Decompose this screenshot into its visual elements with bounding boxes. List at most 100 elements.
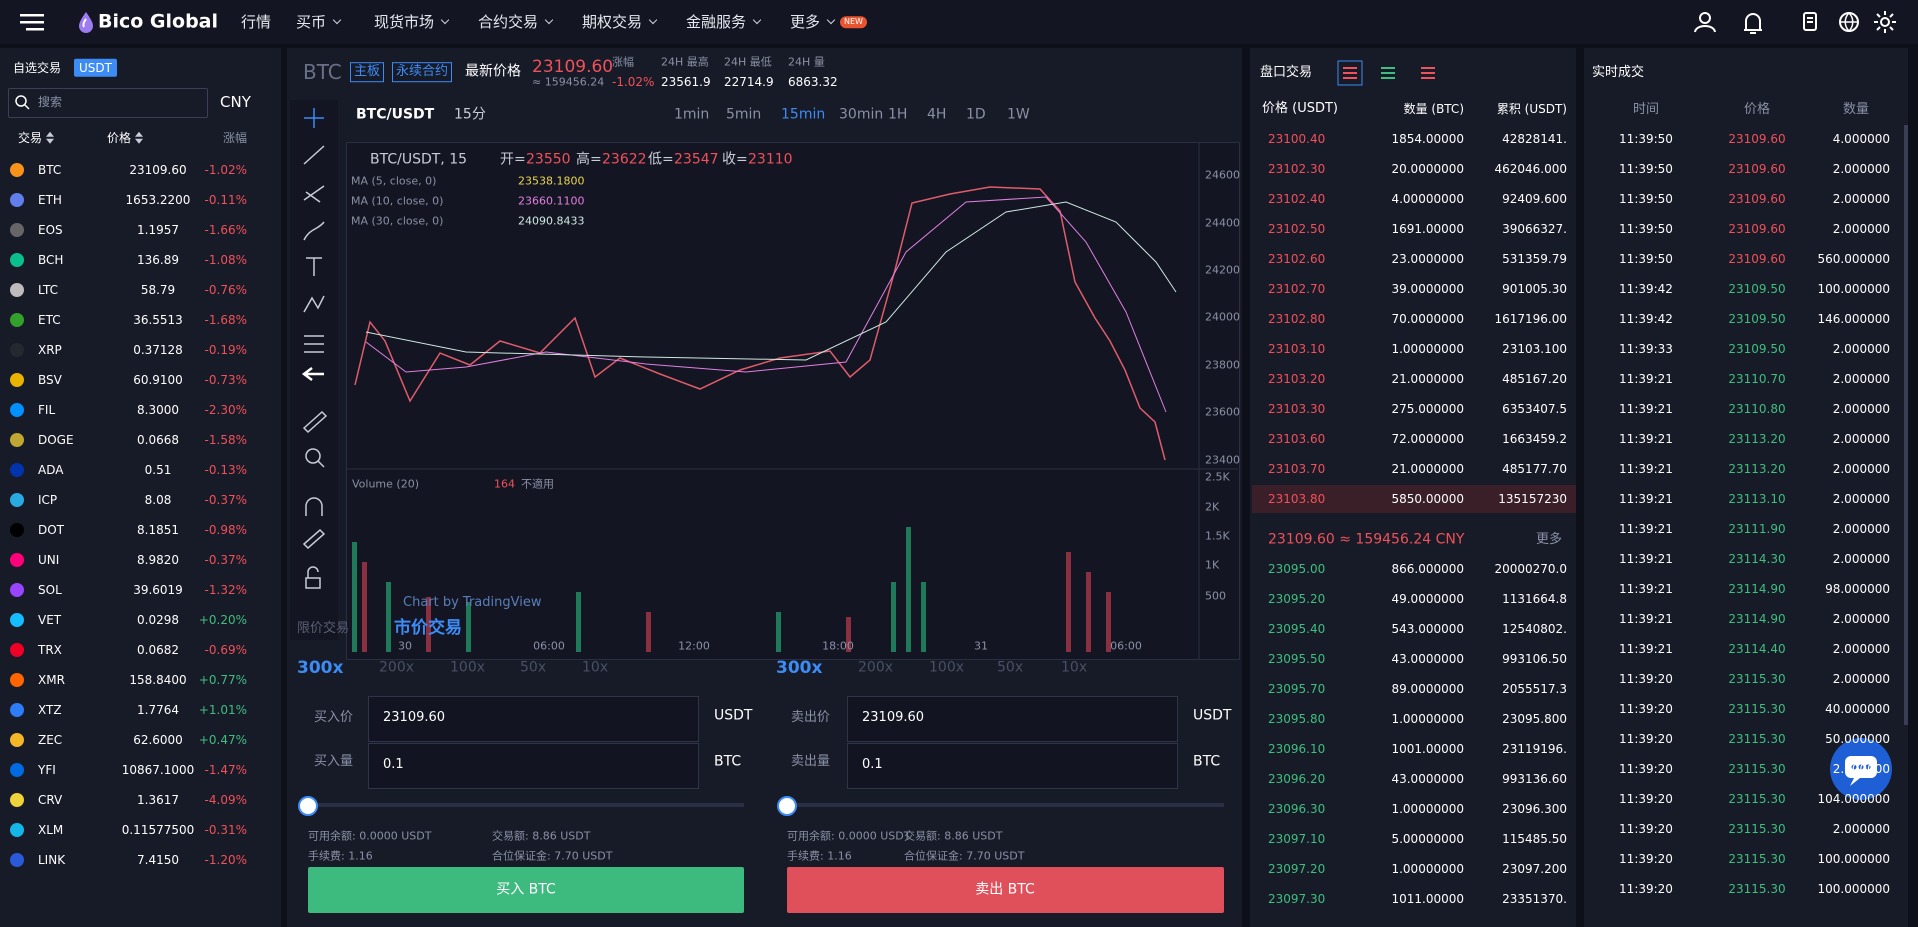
book-price[interactable]: 23103.10 [1268, 341, 1326, 356]
coin-symbol[interactable]: XMR [38, 672, 65, 687]
coin-symbol[interactable]: VET [38, 612, 62, 627]
interval-button[interactable]: 1H [888, 106, 908, 123]
coin-symbol[interactable]: LTC [38, 282, 59, 297]
coin-symbol[interactable]: ETC [38, 312, 61, 327]
book-price[interactable]: 23102.70 [1268, 281, 1326, 296]
book-price[interactable]: 23095.00 [1268, 561, 1326, 576]
coin-symbol[interactable]: LINK [38, 852, 66, 867]
book-price[interactable]: 23103.20 [1268, 371, 1326, 386]
coin-symbol[interactable]: SOL [38, 582, 62, 597]
leverage-option[interactable]: 200x [379, 659, 415, 676]
nav-item[interactable]: 现货市场 [374, 13, 450, 31]
book-price[interactable]: 23103.70 [1268, 461, 1326, 476]
leverage-option[interactable]: 100x [450, 659, 486, 676]
orderbook-more[interactable]: 更多 [1535, 532, 1562, 548]
nav-item[interactable]: 更多 [790, 13, 836, 31]
leverage-option[interactable]: 10x [582, 659, 609, 676]
market-tab[interactable]: 自选交易 [13, 60, 62, 75]
buy-button[interactable] [308, 867, 744, 913]
coin-symbol[interactable]: ICP [38, 492, 58, 507]
nav-item[interactable]: 金融服务 [686, 13, 762, 31]
chart-interval[interactable]: 15分 [454, 106, 486, 123]
book-price[interactable]: 23096.20 [1268, 771, 1326, 786]
buy-slider[interactable] [308, 803, 744, 807]
nav-icons[interactable] [1690, 8, 1910, 36]
book-price[interactable]: 23095.70 [1268, 681, 1326, 696]
book-price[interactable]: 23095.20 [1268, 591, 1326, 606]
trade-tab[interactable]: 限价交易 [297, 621, 350, 637]
leverage-option[interactable]: 50x [997, 659, 1024, 676]
scrollbar[interactable] [1904, 125, 1908, 725]
sell-button[interactable] [787, 867, 1224, 913]
coin-symbol[interactable]: XLM [38, 822, 64, 837]
column-header[interactable]: 价格 [107, 131, 143, 145]
orderbook-view-icons[interactable] [1337, 60, 1449, 86]
interval-button[interactable]: 1min [674, 106, 710, 123]
coin-symbol[interactable]: ZEC [38, 732, 63, 747]
book-price[interactable]: 23095.40 [1268, 621, 1326, 636]
book-price[interactable]: 23100.40 [1268, 131, 1326, 146]
leverage-option[interactable]: 300x [776, 657, 823, 678]
buy-qty-input[interactable] [368, 743, 699, 789]
coin-symbol[interactable]: ETH [38, 192, 62, 207]
book-price[interactable]: 23102.50 [1268, 221, 1326, 236]
market-tab[interactable]: USDT [74, 58, 117, 78]
menu-icon[interactable] [18, 12, 50, 32]
trade-button-label[interactable]: 买入 BTC [496, 881, 556, 898]
nav-item[interactable]: 期权交易 [582, 13, 658, 31]
book-price[interactable]: 23097.30 [1268, 891, 1326, 906]
interval-button[interactable]: 1W [1007, 106, 1030, 123]
book-price[interactable]: 23102.60 [1268, 251, 1326, 266]
chart-pair[interactable]: BTC/USDT [356, 106, 435, 123]
drawing-tools[interactable] [290, 100, 338, 630]
chat-widget[interactable] [1828, 736, 1894, 802]
coin-symbol[interactable]: FIL [38, 402, 56, 417]
nav-item[interactable]: 合约交易 [478, 13, 554, 31]
book-price[interactable]: 23095.50 [1268, 651, 1326, 666]
book-price[interactable]: 23102.40 [1268, 191, 1326, 206]
buy-price-input[interactable] [368, 696, 699, 742]
book-price[interactable]: 23097.10 [1268, 831, 1326, 846]
sell-qty-input[interactable] [847, 743, 1178, 789]
book-price[interactable]: 23097.20 [1268, 861, 1326, 876]
book-price[interactable]: 23103.60 [1268, 431, 1326, 446]
trade-button-label[interactable]: 卖出 BTC [975, 881, 1035, 898]
buy-slider-knob[interactable] [298, 796, 318, 816]
coin-symbol[interactable]: CRV [38, 792, 63, 807]
coin-symbol[interactable]: XTZ [38, 702, 62, 717]
coin-symbol[interactable]: DOT [38, 522, 65, 537]
nav-item[interactable]: 买币 [296, 13, 342, 31]
interval-button[interactable]: 15min [781, 106, 826, 123]
book-price[interactable]: 23102.30 [1268, 161, 1326, 176]
leverage-option[interactable]: 200x [858, 659, 894, 676]
sell-price-input[interactable] [847, 696, 1178, 742]
coin-symbol[interactable]: UNI [38, 552, 60, 567]
leverage-option[interactable]: 50x [520, 659, 547, 676]
coin-symbol[interactable]: YFI [38, 762, 56, 777]
book-price[interactable]: 23102.80 [1268, 311, 1326, 326]
coin-symbol[interactable]: BSV [38, 372, 62, 387]
interval-button[interactable]: 30min [839, 106, 884, 123]
currency[interactable]: CNY [220, 93, 251, 111]
interval-button[interactable]: 4H [927, 106, 947, 123]
book-price[interactable]: 23096.10 [1268, 741, 1326, 756]
book-price[interactable]: 23096.30 [1268, 801, 1326, 816]
coin-symbol[interactable]: ADA [38, 462, 64, 477]
sell-slider[interactable] [787, 803, 1224, 807]
sell-slider-knob[interactable] [777, 796, 797, 816]
coin-symbol[interactable]: TRX [38, 642, 62, 657]
coin-symbol[interactable]: EOS [38, 222, 63, 237]
coin-symbol[interactable]: DOGE [38, 432, 74, 447]
leverage-option[interactable]: 300x [297, 657, 344, 678]
column-header[interactable]: 交易 [18, 131, 54, 145]
coin-symbol[interactable]: BCH [38, 252, 64, 267]
book-price[interactable]: 23095.80 [1268, 711, 1326, 726]
nav-item[interactable]: 行情 [241, 13, 272, 31]
coin-symbol[interactable]: XRP [38, 342, 62, 357]
search-box[interactable] [8, 88, 208, 118]
book-price[interactable]: 23103.30 [1268, 401, 1326, 416]
interval-button[interactable]: 1D [966, 106, 986, 123]
leverage-option[interactable]: 100x [929, 659, 965, 676]
book-price[interactable]: 23103.80 [1268, 491, 1326, 506]
leverage-option[interactable]: 10x [1061, 659, 1088, 676]
